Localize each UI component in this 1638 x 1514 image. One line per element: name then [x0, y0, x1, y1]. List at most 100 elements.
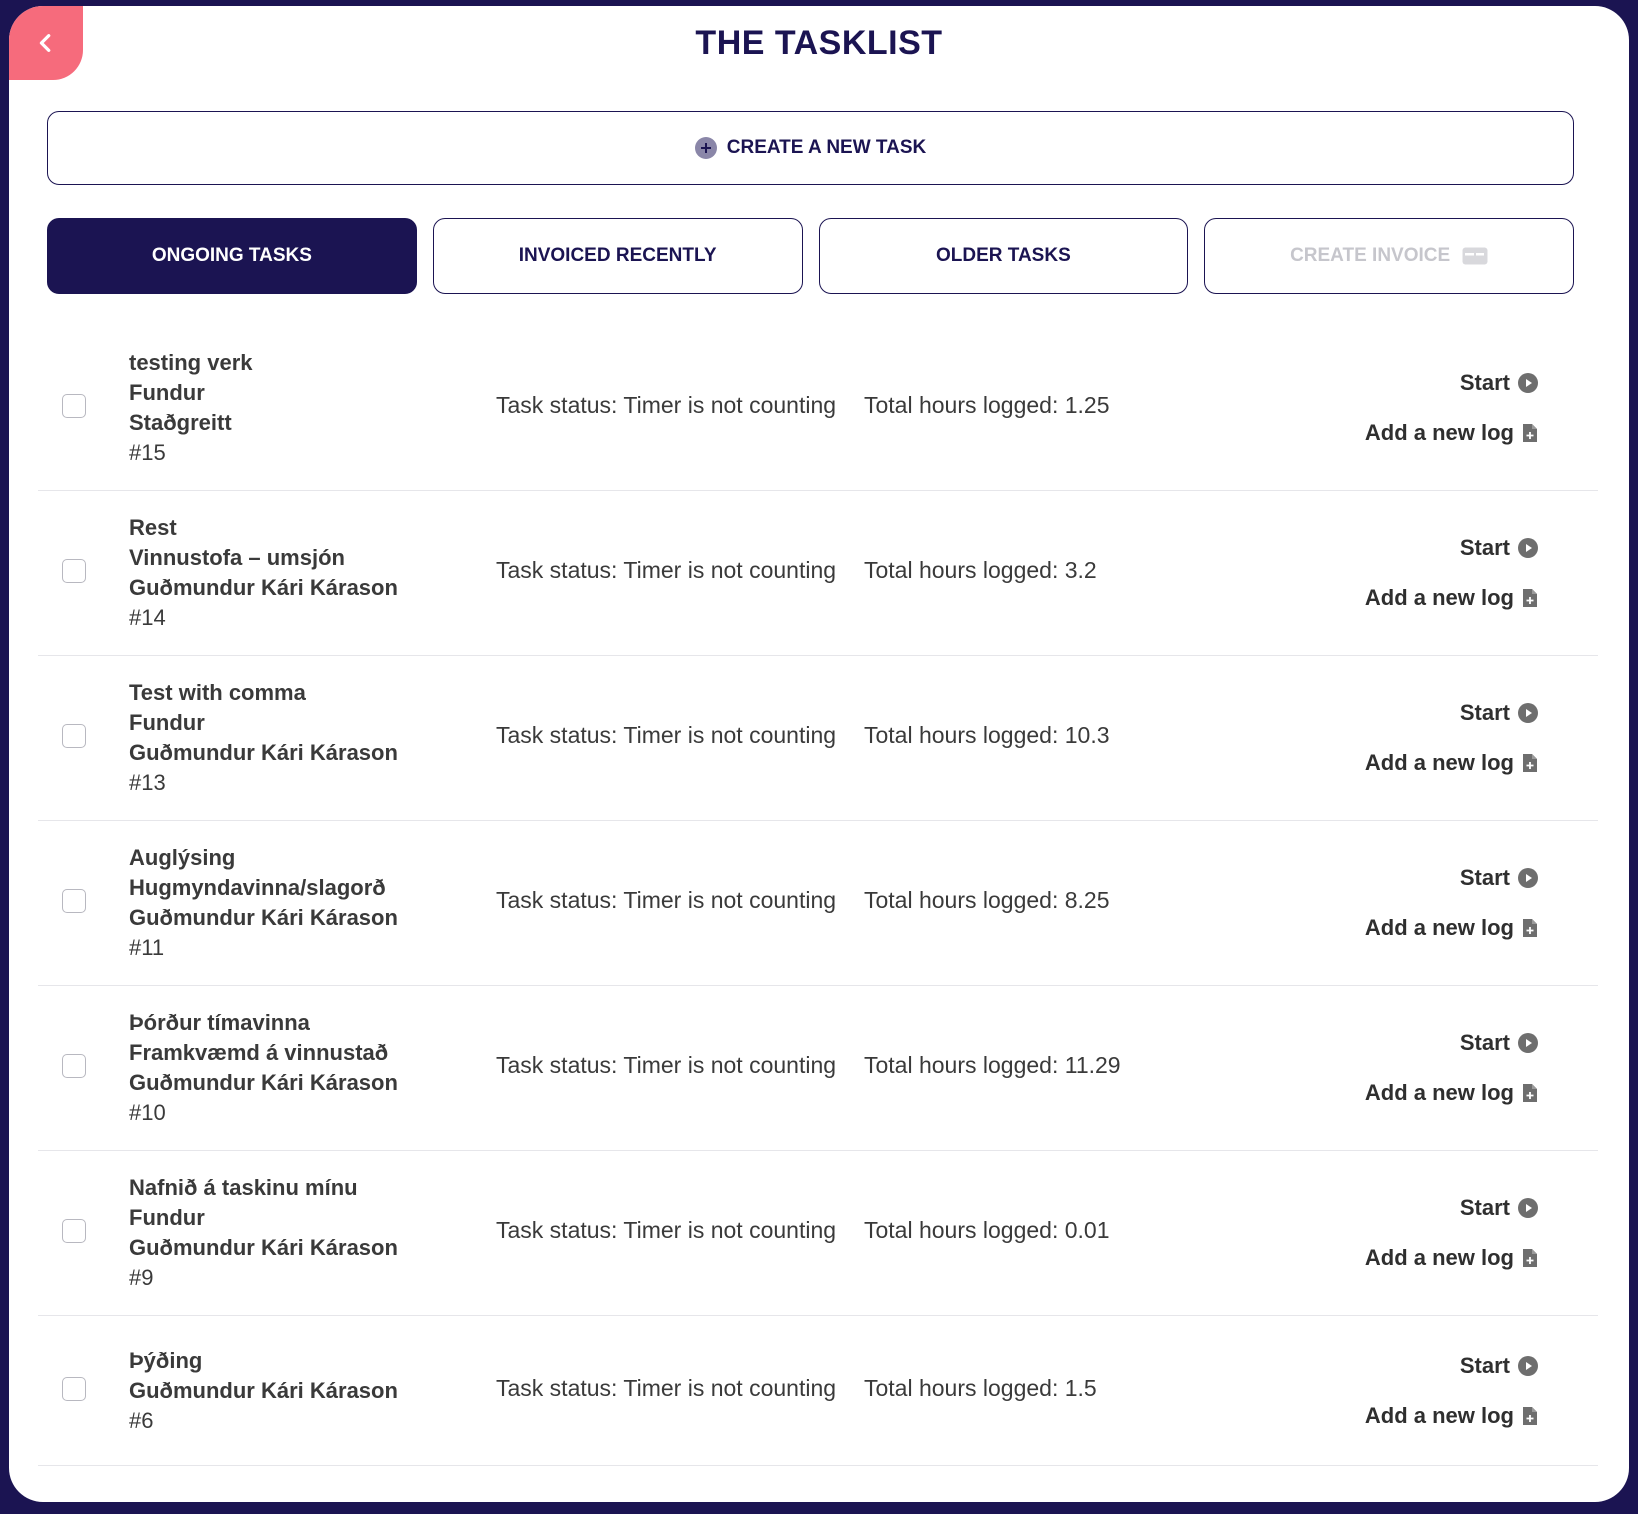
task-row: Nafnið á taskinu mínu Fundur Guðmundur Kár…: [38, 1151, 1598, 1316]
add-new-log-button[interactable]: Add a new log: [1365, 585, 1538, 611]
back-button[interactable]: [9, 6, 83, 80]
task-info: Þórður tímavinna Framkvæmd á vinnustað Guð…: [129, 986, 398, 1150]
app-frame: THE TASKLIST CREATE A NEW TASK ONGOING T…: [9, 6, 1629, 1502]
task-row: Auglýsing Hugmyndavinna/slagorð Guðmundur …: [38, 821, 1598, 986]
task-hours-logged: Total hours logged: 0.01: [864, 1217, 1110, 1243]
task-line: Guðmundur Kári Kárason: [129, 740, 398, 765]
task-actions: Start Add a new log: [1365, 656, 1538, 820]
tab-label: CREATE INVOICE: [1290, 245, 1451, 266]
task-select-checkbox[interactable]: [62, 889, 86, 913]
add-log-label: Add a new log: [1364, 585, 1514, 610]
task-status: Task status: Timer is not counting: [496, 1217, 837, 1243]
task-row: testing verk Fundur Staðgreitt #15 Task sta…: [38, 326, 1598, 491]
play-icon: [1518, 1198, 1538, 1218]
task-line: Guðmundur Kári Kárason: [129, 1235, 398, 1260]
tab-label: INVOICED RECENTLY: [518, 245, 717, 266]
task-list: testing verk Fundur Staðgreitt #15 Task sta…: [38, 326, 1598, 1466]
create-invoice-button[interactable]: CREATE INVOICE: [1204, 218, 1574, 294]
task-hours-logged: Total hours logged: 8.25: [864, 887, 1110, 913]
task-status: Task status: Timer is not counting: [496, 722, 837, 748]
start-label: Start: [1459, 1195, 1510, 1220]
start-timer-button[interactable]: Start: [1460, 865, 1538, 891]
task-line: Fundur: [129, 1205, 205, 1230]
task-row: Test with comma Fundur Guðmundur Kári Kára…: [38, 656, 1598, 821]
document-plus-icon: [1523, 424, 1537, 442]
task-status: Task status: Timer is not counting: [496, 1374, 837, 1401]
start-timer-button[interactable]: Start: [1460, 1030, 1538, 1056]
task-info: Auglýsing Hugmyndavinna/slagorð Guðmundur …: [129, 821, 398, 985]
task-line: Fundur: [129, 710, 205, 735]
task-number: #15: [129, 440, 166, 465]
document-plus-icon: [1523, 754, 1537, 772]
add-log-label: Add a new log: [1364, 915, 1514, 940]
play-icon: [1518, 1355, 1538, 1376]
task-status: Task status: Timer is not counting: [496, 1052, 837, 1078]
tab-older-tasks[interactable]: OLDER TASKS: [818, 218, 1189, 294]
task-line: Auglýsing: [129, 845, 236, 870]
task-line: Guðmundur Kári Kárason: [129, 575, 398, 600]
task-actions: Start Add a new log: [1365, 326, 1538, 490]
play-icon: [1518, 1033, 1538, 1053]
add-new-log-button[interactable]: Add a new log: [1365, 420, 1538, 446]
task-select-checkbox[interactable]: [62, 1054, 86, 1078]
add-log-label: Add a new log: [1364, 1245, 1514, 1270]
task-line: Fundur: [129, 380, 205, 405]
start-label: Start: [1459, 1352, 1510, 1378]
task-hours-logged: Total hours logged: 1.25: [864, 392, 1110, 418]
start-timer-button[interactable]: Start: [1460, 370, 1538, 396]
add-new-log-button[interactable]: Add a new log: [1365, 750, 1538, 776]
start-label: Start: [1459, 1030, 1510, 1055]
task-line: Framkvæmd á vinnustað: [129, 1040, 389, 1065]
task-select-checkbox[interactable]: [62, 724, 86, 748]
task-hours-logged: Total hours logged: 1.5: [864, 1374, 1097, 1401]
task-row: Þórður tímavinna Framkvæmd á vinnustað Guð…: [38, 986, 1598, 1151]
tab-label: ONGOING TASKS: [151, 245, 312, 266]
play-icon: [1518, 703, 1538, 723]
add-log-label: Add a new log: [1364, 1402, 1514, 1428]
task-number: #9: [129, 1265, 154, 1290]
task-status: Task status: Timer is not counting: [496, 392, 837, 418]
task-line: Vinnustofa – umsjón: [129, 545, 345, 570]
task-line: Test with comma: [129, 680, 306, 705]
add-new-log-button[interactable]: Add a new log: [1365, 1080, 1538, 1106]
play-icon: [1518, 538, 1538, 558]
task-actions: Start Add a new log: [1365, 821, 1538, 985]
document-plus-icon: [1523, 919, 1537, 937]
task-line: Nafnið á taskinu mínu: [129, 1175, 358, 1200]
credit-card-icon: [1462, 247, 1488, 265]
tab-invoiced-recently[interactable]: INVOICED RECENTLY: [432, 218, 803, 294]
task-info: Rest Vinnustofa – umsjón Guðmundur Kári Ká…: [129, 491, 398, 655]
task-number: #11: [129, 935, 165, 960]
task-line: Guðmundur Kári Kárason: [129, 905, 398, 930]
task-line: Rest: [129, 515, 177, 540]
add-new-log-button[interactable]: Add a new log: [1365, 1245, 1538, 1271]
task-row: Þýðing Guðmundur Kári Kárason #6 Task stat…: [38, 1316, 1598, 1466]
start-timer-button[interactable]: Start: [1460, 1195, 1538, 1221]
task-status: Task status: Timer is not counting: [496, 887, 837, 913]
task-row: Rest Vinnustofa – umsjón Guðmundur Kári Ká…: [38, 491, 1598, 656]
document-plus-icon: [1523, 1406, 1537, 1425]
tab-ongoing-tasks[interactable]: ONGOING TASKS: [47, 218, 417, 294]
start-label: Start: [1459, 700, 1510, 725]
task-line: Guðmundur Kári Kárason: [129, 1377, 398, 1403]
add-log-label: Add a new log: [1364, 420, 1514, 445]
task-info: Test with comma Fundur Guðmundur Kári Kára…: [129, 656, 398, 820]
start-timer-button[interactable]: Start: [1460, 535, 1538, 561]
add-new-log-button[interactable]: Add a new log: [1365, 915, 1538, 941]
task-select-checkbox[interactable]: [62, 1219, 86, 1243]
task-tabs: ONGOING TASKS INVOICED RECENTLY OLDER TA…: [47, 218, 1574, 294]
create-new-task-label: CREATE A NEW TASK: [726, 137, 927, 158]
task-info: Þýðing Guðmundur Kári Kárason #6: [129, 1316, 398, 1465]
add-new-log-button[interactable]: Add a new log: [1365, 1403, 1538, 1429]
create-new-task-button[interactable]: CREATE A NEW TASK: [47, 111, 1574, 185]
task-actions: Start Add a new log: [1365, 491, 1538, 655]
start-timer-button[interactable]: Start: [1460, 1353, 1538, 1379]
document-plus-icon: [1523, 1249, 1537, 1267]
task-number: #14: [129, 605, 166, 630]
task-select-checkbox[interactable]: [62, 559, 86, 583]
start-timer-button[interactable]: Start: [1460, 700, 1538, 726]
start-label: Start: [1459, 535, 1510, 560]
task-select-checkbox[interactable]: [62, 1376, 86, 1401]
add-log-label: Add a new log: [1364, 1080, 1514, 1105]
task-select-checkbox[interactable]: [62, 394, 86, 418]
